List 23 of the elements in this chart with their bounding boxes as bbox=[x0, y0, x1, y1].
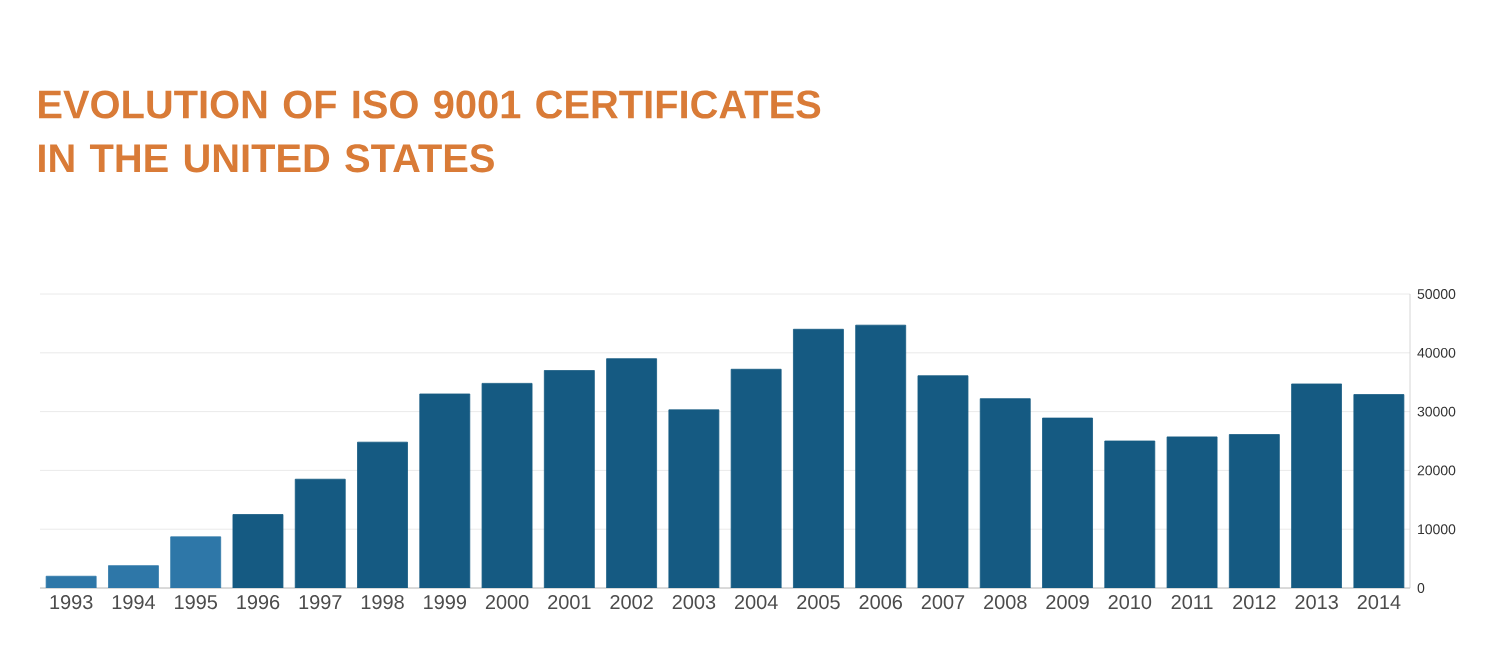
x-tick-label: 1998 bbox=[361, 595, 404, 610]
x-tick-label: 2003 bbox=[672, 595, 716, 610]
x-tick-label: 2008 bbox=[984, 595, 1027, 610]
x-tick-label: 2011 bbox=[1171, 595, 1213, 610]
x-tick-label: 1995 bbox=[175, 595, 218, 610]
x-tick-label: 2014 bbox=[1357, 595, 1401, 610]
x-tick-label: 2007 bbox=[921, 595, 965, 610]
chart-title: EVOLUTION OF ISO 9001 CERTIFICATES IN THE UNITED STATES bbox=[39, 90, 821, 173]
x-tick-label: 2002 bbox=[610, 595, 653, 610]
x-tick-label: 2010 bbox=[1108, 595, 1152, 610]
x-tick-label: 2005 bbox=[797, 595, 840, 610]
x-tick-label: 2013 bbox=[1295, 595, 1338, 610]
x-tick-label: 2009 bbox=[1046, 595, 1089, 610]
x-tick-label: 1994 bbox=[112, 595, 155, 610]
x-tick-label: 2004 bbox=[734, 595, 778, 610]
x-tick-label: 1993 bbox=[50, 595, 93, 610]
x-tick-label: 2006 bbox=[859, 595, 902, 610]
x-tick-label: 1997 bbox=[299, 595, 342, 610]
x-tick-label: 2001 bbox=[548, 595, 591, 610]
x-tick-label: 2000 bbox=[485, 595, 529, 610]
x-tick-label: 1996 bbox=[237, 595, 280, 610]
x-tick-label: 2012 bbox=[1233, 595, 1276, 610]
x-tick-label: 1999 bbox=[424, 595, 467, 610]
